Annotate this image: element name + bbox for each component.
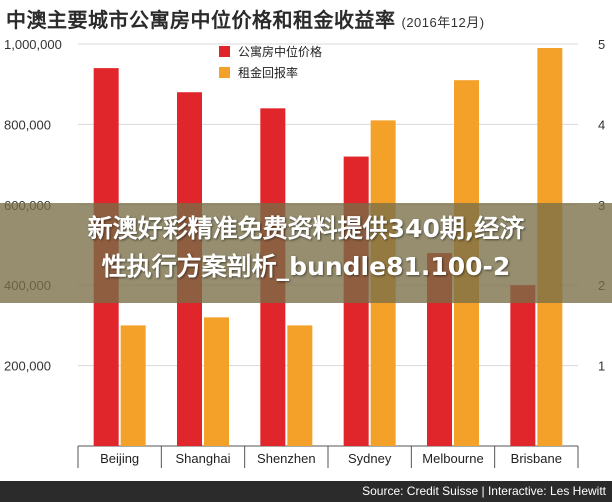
source-footer: Source: Credit Suisse | Interactive: Les… bbox=[0, 481, 612, 502]
watermark-banner bbox=[0, 203, 612, 303]
x-tick-label: Melbourne bbox=[422, 451, 483, 466]
y-left-tick-label: 800,000 bbox=[4, 117, 51, 132]
x-tick-label: Shanghai bbox=[176, 451, 231, 466]
chart-title-note: (2016年12月) bbox=[401, 15, 485, 30]
watermark-line-2: 性执行方案剖析_bundle81.100-2 bbox=[101, 252, 511, 281]
legend-label-yield: 租金回报率 bbox=[238, 65, 298, 80]
x-tick-label: Shenzhen bbox=[257, 451, 316, 466]
bar-yield-shenzhen bbox=[287, 325, 313, 446]
bar-yield-beijing bbox=[120, 325, 146, 446]
x-tick-label: Sydney bbox=[348, 451, 392, 466]
legend-swatch-price bbox=[219, 46, 230, 57]
y-right-tick-label: 5 bbox=[598, 37, 605, 52]
chart-title-main: 中澳主要城市公寓房中位价格和租金收益率 bbox=[6, 10, 396, 32]
x-tick-label: Brisbane bbox=[511, 451, 562, 466]
legend-swatch-yield bbox=[219, 67, 230, 78]
bar-yield-shanghai bbox=[204, 317, 229, 446]
y-right-tick-label: 4 bbox=[598, 117, 605, 132]
y-right-tick-label: 1 bbox=[598, 359, 605, 374]
legend-label-price: 公寓房中位价格 bbox=[238, 44, 322, 59]
chart-title: 中澳主要城市公寓房中位价格和租金收益率 (2016年12月) bbox=[6, 4, 485, 33]
watermark-text: 新澳好彩精准免费资料提供340期,经济 性执行方案剖析_bundle81.100… bbox=[0, 210, 612, 286]
watermark-line-1: 新澳好彩精准免费资料提供340期,经济 bbox=[87, 214, 525, 243]
y-left-tick-label: 200,000 bbox=[4, 359, 51, 374]
x-tick-label: Beijing bbox=[100, 451, 139, 466]
bar-price-brisbane bbox=[510, 285, 536, 446]
y-left-tick-label: 1,000,000 bbox=[4, 37, 62, 52]
